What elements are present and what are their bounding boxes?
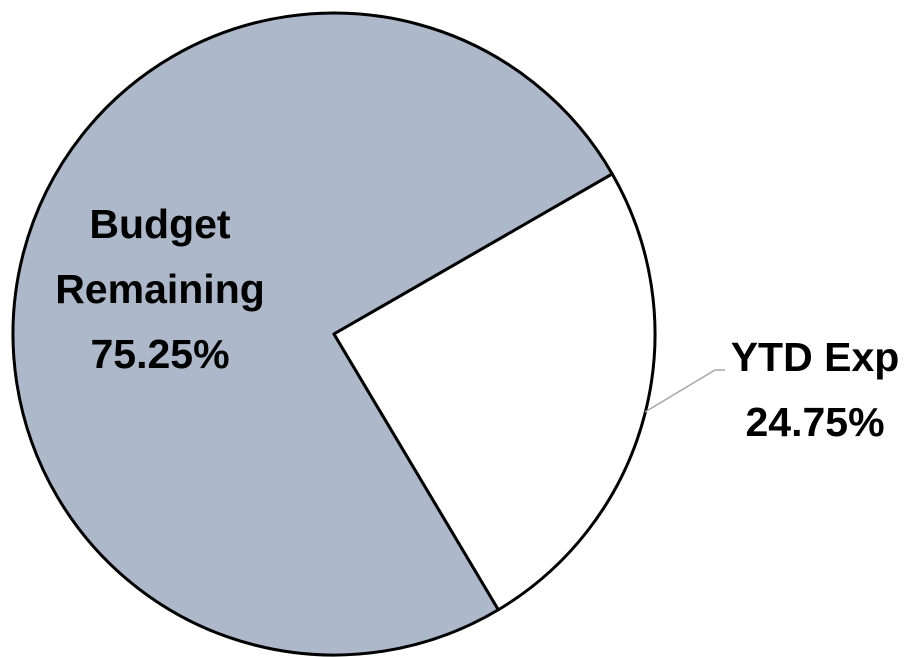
category-label: YTD Exp [730,334,900,380]
value-label: 24.75% [745,399,885,445]
category-label: Budget Remaining [55,201,265,312]
leader-line [644,369,725,413]
slice-label: Budget Remaining 75.25% [40,192,280,387]
value-label: 75.25% [90,331,230,377]
pie-slice [11,11,614,657]
slice-label: YTD Exp 24.75% [700,325,912,455]
pie-slice [332,172,657,612]
